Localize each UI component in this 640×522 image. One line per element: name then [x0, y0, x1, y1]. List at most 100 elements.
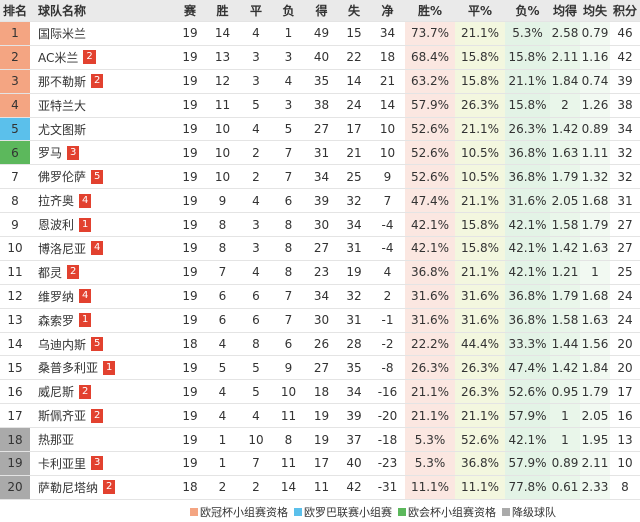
stat-cell: 1.95	[580, 428, 610, 452]
stat-cell: 21.1%	[505, 69, 550, 93]
stat-cell: 14	[214, 26, 231, 41]
stat-cell: 8	[218, 241, 227, 256]
card-badge: 3	[91, 456, 104, 471]
stat-cell: 4	[284, 74, 293, 89]
stat-cell: 1.84	[580, 356, 610, 380]
stat-cell: 4	[252, 122, 260, 136]
stat-cell: 1.68	[580, 284, 610, 308]
team-cell: 恩波利 1	[30, 213, 175, 236]
stat-cell: 10	[214, 169, 231, 184]
stat-cell: 7	[284, 313, 293, 328]
stat-cell: 36.8%	[455, 452, 505, 475]
stat-cell: 6	[218, 313, 227, 328]
stat-cell: 17	[346, 122, 362, 136]
team-cell: 亚特兰大	[30, 94, 175, 117]
stat-cell: 2	[252, 169, 260, 184]
stat-cell: 36.8%	[505, 308, 550, 332]
rank-cell: 19	[0, 452, 30, 475]
legend-label: 降级球队	[512, 506, 556, 519]
rank-cell: 16	[7, 384, 23, 399]
team-cell: 罗马 3	[30, 141, 175, 164]
stat-cell: 5.3%	[405, 452, 455, 475]
stat-cell: 1.79	[580, 380, 610, 404]
stat-cell: 2	[252, 480, 260, 495]
team-cell: 国际米兰	[30, 22, 175, 45]
rank-cell: 2	[0, 45, 30, 69]
stat-cell: 52.6%	[405, 141, 455, 165]
stat-cell: 3	[252, 74, 260, 89]
stat-cell: 19	[346, 265, 362, 280]
stat-cell: 19	[182, 145, 198, 160]
stat-cell: 57.9%	[505, 404, 550, 428]
stat-cell: 2.05	[550, 189, 580, 213]
stat-cell: 1.42	[550, 356, 580, 380]
team-name: 罗马	[38, 146, 63, 161]
team-cell: 卡利亚里 3	[30, 452, 175, 475]
team-cell: 拉齐奥 4	[30, 189, 175, 212]
stat-cell: 19	[182, 122, 198, 136]
header-cell: 胜%	[417, 4, 443, 18]
stat-cell: 27	[313, 122, 330, 136]
stat-cell: 4	[252, 193, 260, 208]
stat-cell: 24	[346, 98, 362, 113]
stat-cell: 5.3%	[405, 428, 455, 452]
stat-cell: 6	[252, 289, 260, 304]
table-row: 18 热那亚 19 1 10 8 19 37 -18 5.3% 52.6% 42.1% 1 1.95 13	[0, 428, 640, 453]
table-row: 16 威尼斯 2 19 4 5 10 18 34 -16 21.1% 26.3% 52.6% 0.95 1.…	[0, 380, 640, 405]
stat-cell: 7	[252, 456, 260, 471]
team-name: 国际米兰	[38, 26, 87, 41]
stat-cell: 21.1%	[405, 380, 455, 404]
stat-cell: 68.4%	[405, 45, 455, 69]
card-badge: 4	[79, 193, 92, 208]
stat-cell: 10	[214, 145, 231, 160]
stat-cell: 30	[313, 313, 330, 328]
legend-label: 欧罗巴联赛小组赛	[304, 506, 392, 519]
rank-cell: 15	[7, 360, 23, 375]
stat-cell: 7	[284, 289, 293, 304]
stat-cell: 19	[182, 313, 198, 328]
stat-cell: 34	[313, 169, 330, 184]
stat-cell: 2	[252, 145, 260, 160]
header-cell: 均失	[582, 4, 607, 18]
stat-cell: 8	[621, 480, 629, 495]
stat-cell: 1.58	[550, 213, 580, 237]
table-row: 14 乌迪内斯 5 18 4 8 6 26 28 -2 22.2% 44.4% 33.3% 1.44 1.5…	[0, 332, 640, 357]
stat-cell: 38	[617, 98, 633, 113]
stat-cell: 5.3%	[505, 22, 550, 45]
stat-cell: 11	[280, 456, 297, 471]
stat-cell: 14	[346, 74, 362, 89]
stat-cell: 18	[182, 337, 198, 352]
stat-cell: 1.84	[550, 69, 580, 93]
stat-cell: 19	[182, 289, 198, 304]
rank-cell: 9	[11, 217, 19, 232]
stat-cell: 11	[214, 98, 231, 113]
stat-cell: 42	[346, 480, 362, 495]
header-cell: 负	[282, 4, 295, 18]
team-cell: 桑普多利亚 1	[30, 356, 175, 379]
stat-cell: 15.8%	[505, 93, 550, 117]
team-cell: 那不勒斯 2	[30, 70, 175, 93]
stat-cell: 39	[617, 74, 633, 89]
table-row: 17 斯佩齐亚 2 19 4 4 11 19 39 -20 21.1% 21.1% 57.9% 1 2.05…	[0, 404, 640, 429]
stat-cell: 21	[346, 145, 362, 160]
stat-cell: 28	[346, 337, 362, 352]
stat-cell: 1.63	[580, 237, 610, 260]
stat-cell: 34	[346, 384, 362, 399]
stat-cell: 37	[346, 432, 362, 447]
stat-cell: 63.2%	[405, 69, 455, 93]
stat-cell: 77.8%	[505, 475, 550, 499]
stat-cell: 4	[218, 408, 227, 423]
stat-cell: 19	[182, 265, 198, 280]
header-cell: 得	[315, 4, 328, 18]
stat-cell: 19	[182, 169, 198, 184]
team-name: 佛罗伦萨	[38, 170, 87, 185]
stat-cell: 16	[617, 408, 633, 423]
stat-cell: -4	[381, 217, 394, 232]
header-cell: 球队名称	[38, 4, 87, 18]
stat-cell: 0.61	[550, 475, 580, 499]
stat-cell: 15.8%	[455, 213, 505, 237]
stat-cell: 36.8%	[505, 284, 550, 308]
legend-swatch	[398, 508, 406, 516]
stat-cell: -8	[381, 360, 394, 375]
table-row: 13 森索罗 1 19 6 6 7 30 31 -1 31.6% 31.6% 36.8% 1.58 1.63…	[0, 308, 640, 333]
